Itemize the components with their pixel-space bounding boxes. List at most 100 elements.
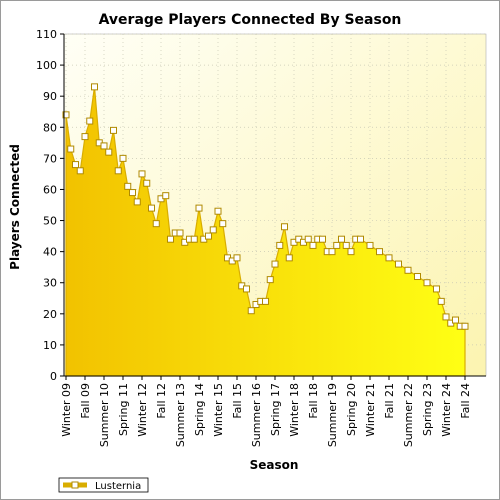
data-point	[262, 297, 269, 305]
data-point	[423, 279, 431, 287]
x-axis: Winter 09 Fall 09 Summer 10 Spring 11 Winter…	[60, 375, 486, 447]
data-point	[133, 198, 141, 206]
y-tick-label: 30	[43, 277, 57, 290]
x-tick-label: Spring 23	[421, 383, 434, 436]
data-point	[395, 260, 402, 268]
data-point	[124, 182, 132, 190]
data-point	[338, 235, 345, 243]
x-axis-title: Season	[250, 458, 299, 472]
x-tick-label: Spring 14	[193, 383, 206, 436]
data-point	[442, 313, 450, 321]
x-tick-label: Winter 12	[136, 383, 149, 437]
data-point	[366, 241, 374, 249]
data-point	[91, 83, 98, 91]
x-tick-label: Winter 21	[364, 383, 377, 437]
x-tick-label: Summer 10	[98, 383, 111, 447]
y-tick-label: 90	[43, 90, 57, 103]
data-point	[233, 254, 241, 262]
data-point	[309, 241, 317, 249]
y-tick-label: 110	[36, 28, 57, 41]
x-tick-label: Winter 18	[288, 383, 301, 437]
x-tick-label: Fall 21	[383, 383, 396, 419]
data-point	[276, 241, 284, 249]
x-tick-label: Spring 17	[269, 383, 282, 436]
x-tick-label: Fall 18	[307, 383, 320, 419]
data-point	[110, 126, 117, 134]
data-point	[247, 307, 255, 315]
data-point	[342, 241, 350, 249]
x-tick-label: Fall 24	[459, 383, 472, 419]
data-point	[143, 179, 151, 187]
data-point	[176, 229, 184, 237]
data-point	[138, 170, 146, 178]
x-tick-label: Summer 19	[326, 383, 339, 447]
data-point	[190, 235, 198, 243]
data-point	[319, 235, 326, 243]
data-point	[461, 322, 469, 330]
data-point	[347, 248, 355, 256]
data-point	[209, 226, 217, 234]
x-tick-label: Spring 11	[117, 383, 130, 436]
data-point	[162, 192, 170, 200]
y-tick-label: 100	[36, 59, 57, 72]
data-point	[76, 167, 84, 175]
data-point	[271, 260, 279, 268]
data-point	[214, 207, 222, 215]
data-point	[148, 204, 155, 212]
y-tick-label: 20	[43, 308, 57, 321]
data-point	[105, 148, 113, 156]
y-tick-label: 0	[50, 370, 57, 383]
data-point	[433, 285, 440, 293]
legend-swatch-marker	[71, 481, 79, 489]
x-tick-label: Fall 15	[231, 383, 244, 419]
y-tick-label: 10	[43, 339, 57, 352]
data-point	[304, 235, 312, 243]
data-point	[81, 133, 89, 141]
x-tick-label: Spring 20	[345, 383, 358, 436]
y-tick-label: 50	[43, 215, 57, 228]
data-point	[328, 248, 336, 256]
legend: Lusternia	[58, 477, 149, 493]
x-tick-label: Summer 22	[402, 383, 415, 447]
data-point	[333, 241, 341, 249]
data-point	[205, 232, 212, 240]
data-point	[243, 285, 250, 293]
data-point	[72, 161, 79, 169]
data-point	[152, 220, 160, 228]
data-point	[266, 276, 274, 284]
data-point	[437, 297, 445, 305]
data-point	[404, 266, 412, 274]
data-point	[114, 167, 122, 175]
legend-box	[58, 477, 149, 493]
data-point	[67, 145, 75, 153]
data-point	[285, 254, 293, 262]
data-point	[100, 142, 108, 150]
data-point	[414, 273, 421, 281]
data-markers	[62, 83, 469, 330]
data-point	[62, 111, 70, 119]
data-point	[195, 204, 203, 212]
y-tick-label: 40	[43, 246, 57, 259]
data-point	[129, 189, 136, 197]
legend-label: Lusternia	[95, 481, 141, 492]
x-tick-label: Fall 12	[155, 383, 168, 419]
data-point	[385, 254, 393, 262]
x-tick-label: Summer 13	[174, 383, 187, 447]
data-point	[281, 223, 288, 231]
data-point	[167, 235, 174, 243]
data-point	[219, 220, 227, 228]
data-point	[452, 316, 459, 324]
x-tick-label: Winter 15	[212, 383, 225, 437]
y-tick-label: 60	[43, 183, 57, 196]
y-tick-label: 80	[43, 121, 57, 134]
x-tick-label: Summer 16	[250, 383, 263, 447]
x-tick-label: Fall 09	[79, 383, 92, 419]
y-axis-title: Players Connected	[8, 144, 22, 270]
data-point	[357, 235, 364, 243]
data-point	[86, 117, 94, 125]
y-tick-label: 70	[43, 152, 57, 165]
data-point	[376, 248, 383, 256]
data-point	[119, 154, 127, 162]
